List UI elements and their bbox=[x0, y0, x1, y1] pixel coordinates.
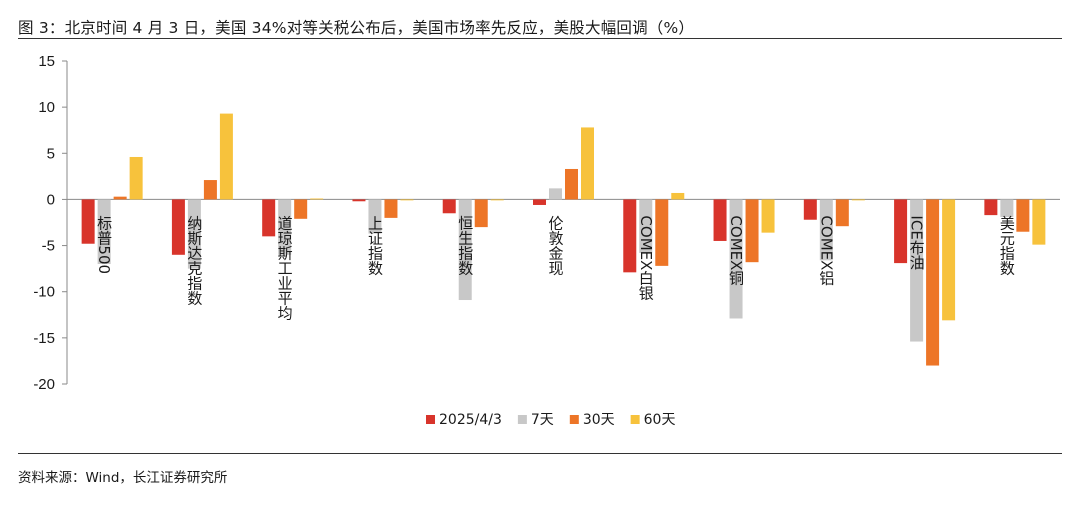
y-tick-label: -5 bbox=[42, 238, 55, 255]
bar-COMEX白银-2025-4-3 bbox=[623, 199, 637, 273]
y-tick-label: 5 bbox=[47, 145, 55, 162]
bar-ICE布油-7天 bbox=[910, 199, 924, 342]
y-tick-label: -20 bbox=[33, 376, 55, 393]
category-label-伦敦金现: 伦敦金现 bbox=[547, 215, 565, 275]
category-label-ICE布油: ICE布油 bbox=[908, 215, 926, 270]
bar-标普500-30天 bbox=[113, 196, 127, 200]
bar-伦敦金现-60天 bbox=[581, 127, 594, 200]
y-tick-label: -10 bbox=[33, 284, 55, 301]
bar-道琼斯工业平均-60天 bbox=[310, 198, 324, 200]
bar-道琼斯工业平均-2025-4-3 bbox=[262, 199, 276, 237]
bar-恒生指数-30天 bbox=[474, 199, 488, 228]
y-tick-label: 0 bbox=[47, 191, 55, 208]
bar-道琼斯工业平均-30天 bbox=[294, 199, 308, 219]
category-label-道琼斯工业平均: 道琼斯工业平均 bbox=[276, 215, 294, 321]
bar-COMEX铝-7天 bbox=[819, 199, 833, 261]
category-label-COMEX白银: COMEX白银 bbox=[637, 215, 655, 300]
legend-swatch-30天 bbox=[569, 415, 579, 424]
bar-COMEX白银-7天 bbox=[639, 199, 653, 253]
bar-ICE布油-30天 bbox=[926, 199, 940, 366]
bar-美元指数-60天 bbox=[1032, 199, 1046, 245]
bars-group bbox=[81, 113, 1046, 366]
bar-纳斯达克指数-2025-4-3 bbox=[171, 199, 185, 255]
category-label-COMEX铜: COMEX铜 bbox=[727, 215, 745, 286]
bar-COMEX铜-7天 bbox=[729, 199, 743, 319]
legend-swatch-60天 bbox=[630, 415, 640, 424]
bar-COMEX白银-30天 bbox=[655, 199, 669, 266]
bar-恒生指数-2025-4-3 bbox=[442, 199, 456, 214]
bar-伦敦金现-2025-4-3 bbox=[533, 199, 546, 205]
bar-ICE布油-2025-4-3 bbox=[894, 199, 908, 264]
y-tick-label: -15 bbox=[33, 330, 55, 347]
bar-COMEX铜-60天 bbox=[761, 199, 775, 233]
category-label-标普500: 标普500 bbox=[95, 215, 113, 274]
category-label-COMEX铝: COMEX铝 bbox=[817, 215, 835, 285]
category-label-恒生指数: 恒生指数 bbox=[456, 215, 474, 275]
legend-label-2025-4-3: 2025/4/3 bbox=[439, 412, 502, 428]
bar-纳斯达克指数-60天 bbox=[219, 113, 233, 200]
legend-swatch-7天 bbox=[517, 415, 527, 424]
bar-标普500-7天 bbox=[97, 199, 111, 265]
bar-美元指数-7天 bbox=[1000, 199, 1014, 217]
legend-label-30天: 30天 bbox=[583, 412, 615, 428]
bar-COMEX铝-30天 bbox=[835, 199, 849, 227]
bottom-rule bbox=[18, 453, 1062, 454]
legend-label-60天: 60天 bbox=[644, 412, 676, 428]
bar-COMEX铝-60天 bbox=[851, 199, 865, 201]
bar-chart: 15 10 5 0 -5 -10 -15 -20 标普500 纳斯达克指数 道琼斯工业平均 上证指数… bbox=[33, 53, 1060, 428]
category-labels-group: 标普500 纳斯达克指数 道琼斯工业平均 上证指数 恒生指数 伦敦金现 COMEX白银 COM… bbox=[95, 215, 1016, 321]
bar-恒生指数-7天 bbox=[458, 199, 472, 301]
bar-上证指数-7天 bbox=[368, 199, 382, 234]
y-tick-label: 15 bbox=[38, 53, 55, 70]
category-label-纳斯达克指数: 纳斯达克指数 bbox=[185, 215, 203, 305]
bar-COMEX铜-2025-4-3 bbox=[713, 199, 727, 241]
bar-伦敦金现-7天 bbox=[549, 188, 562, 200]
category-label-上证指数: 上证指数 bbox=[366, 215, 384, 275]
bar-恒生指数-60天 bbox=[490, 199, 504, 201]
bar-美元指数-2025-4-3 bbox=[984, 199, 998, 216]
bar-ICE布油-60天 bbox=[942, 199, 956, 321]
bar-道琼斯工业平均-7天 bbox=[278, 199, 292, 255]
legend-swatch-2025-4-3 bbox=[426, 415, 435, 424]
chart-title: 图 3：北京时间 4 月 3 日，美国 34%对等关税公布后，美国市场率先反应，… bbox=[18, 19, 695, 37]
category-label-美元指数: 美元指数 bbox=[998, 215, 1016, 275]
bar-纳斯达克指数-7天 bbox=[187, 199, 201, 269]
y-tick-label: 10 bbox=[38, 99, 55, 116]
source-note: 资料来源：Wind，长江证券研究所 bbox=[18, 470, 228, 486]
bar-COMEX铝-2025-4-3 bbox=[803, 199, 817, 220]
bar-标普500-2025-4-3 bbox=[81, 199, 95, 244]
bar-上证指数-30天 bbox=[384, 199, 398, 218]
bar-标普500-60天 bbox=[129, 156, 143, 200]
bar-上证指数-2025-4-3 bbox=[352, 199, 366, 202]
bar-COMEX白银-60天 bbox=[671, 192, 685, 200]
bar-美元指数-30天 bbox=[1016, 199, 1030, 232]
bar-纳斯达克指数-30天 bbox=[203, 180, 217, 200]
legend: 2025/4/3 7天 30天 60天 bbox=[426, 412, 675, 428]
legend-label-7天: 7天 bbox=[531, 412, 554, 428]
bar-COMEX铜-30天 bbox=[745, 199, 759, 263]
bar-伦敦金现-30天 bbox=[565, 168, 578, 200]
bar-上证指数-60天 bbox=[400, 199, 414, 201]
top-rule bbox=[18, 38, 1062, 39]
